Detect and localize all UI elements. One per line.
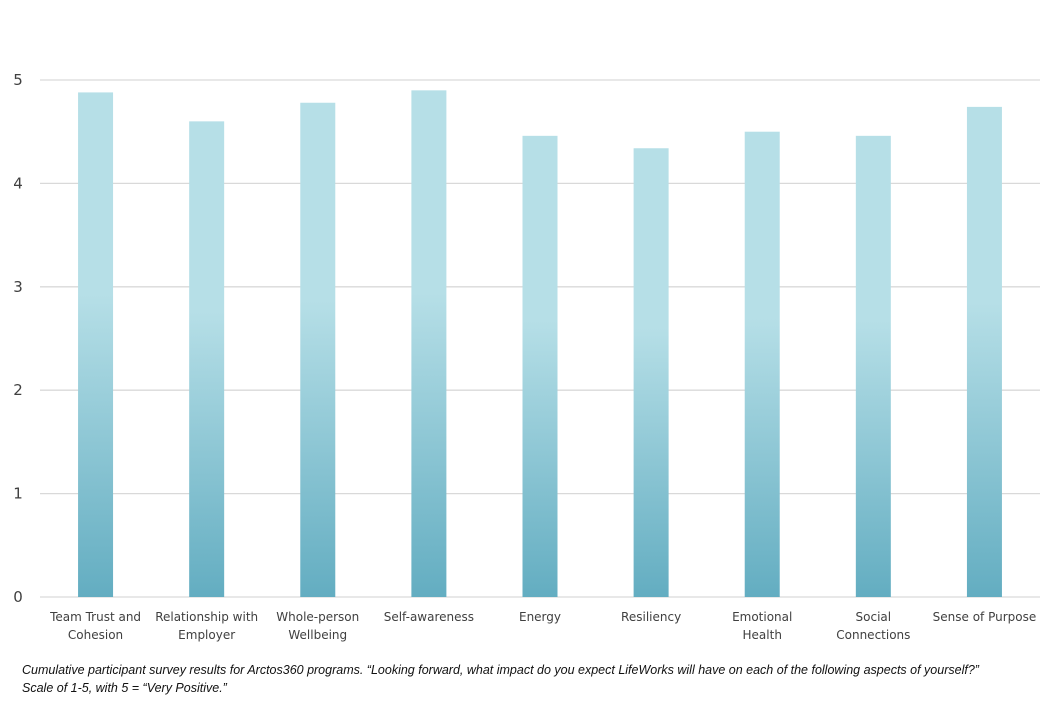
y-axis-ticks: 0 1 2 3 4 5: [13, 71, 23, 606]
x-tick-label-8: Sense of Purpose: [933, 610, 1037, 624]
bar-7: [855, 135, 891, 597]
bar-8: [966, 106, 1002, 597]
x-tick-label-0: Team Trust and Cohesion: [49, 610, 141, 642]
bar-5: [633, 148, 669, 597]
x-tick-label-2: Whole-person Wellbeing: [276, 610, 359, 642]
x-tick-label-5: Resiliency: [621, 610, 681, 624]
bar-1: [189, 121, 225, 598]
bar-3: [411, 90, 447, 597]
chart-caption: Cumulative participant survey results fo…: [22, 661, 1052, 697]
bar-0: [78, 92, 114, 598]
y-tick-label-3: 3: [13, 278, 23, 296]
y-tick-label-1: 1: [13, 485, 23, 503]
caption-line-2: Scale of 1-5, with 5 = “Very Positive.”: [22, 681, 227, 695]
bar-6: [744, 131, 780, 597]
y-tick-label-0: 0: [13, 588, 23, 606]
x-axis-labels: Team Trust and Cohesion Relationship with E…: [49, 610, 1036, 642]
x-tick-label-1: Relationship with Employer: [155, 610, 258, 642]
caption-line-1: Cumulative participant survey results fo…: [22, 663, 979, 677]
y-tick-label-5: 5: [13, 71, 23, 89]
bar-4: [522, 135, 558, 597]
bar-2: [300, 102, 336, 598]
x-tick-label-6: Emotional Health: [732, 610, 792, 642]
y-tick-label-2: 2: [13, 381, 23, 399]
y-tick-label-4: 4: [13, 174, 23, 192]
x-tick-label-7: Social Connections: [836, 610, 910, 642]
x-tick-label-4: Energy: [519, 610, 561, 624]
bars: [78, 90, 1002, 598]
bar-chart: 0 1 2 3 4 5 Team Trust and Cohesion Relationshi…: [13, 71, 1040, 642]
x-tick-label-3: Self-awareness: [384, 610, 474, 624]
